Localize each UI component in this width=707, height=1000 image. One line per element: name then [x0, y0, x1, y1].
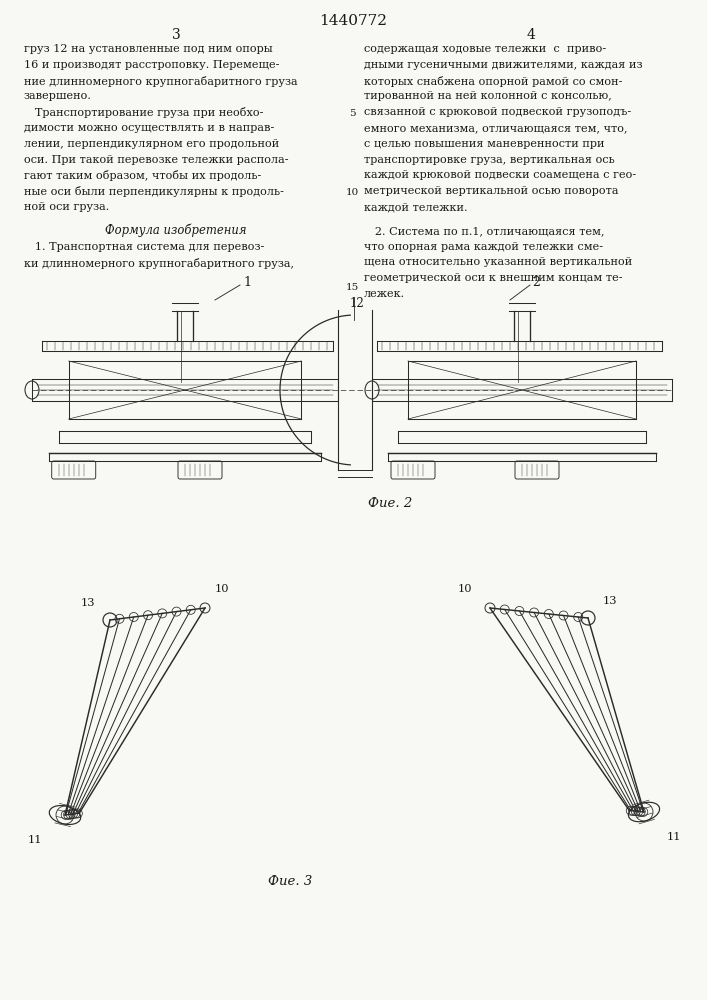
Text: содержащая ходовые тележки  с  приво-: содержащая ходовые тележки с приво-: [364, 44, 606, 54]
Text: щена относительно указанной вертикальной: щена относительно указанной вертикальной: [364, 257, 632, 267]
Text: транспортировке груза, вертикальная ось: транспортировке груза, вертикальная ось: [364, 155, 615, 165]
Text: лении, перпендикулярном его продольной: лении, перпендикулярном его продольной: [24, 139, 279, 149]
Text: ки длинномерного крупногабаритного груза,: ки длинномерного крупногабаритного груза…: [24, 258, 294, 269]
Text: 13: 13: [603, 596, 617, 606]
Text: ной оси груза.: ной оси груза.: [24, 202, 110, 212]
Text: с целью повышения маневренности при: с целью повышения маневренности при: [364, 139, 604, 149]
Text: оси. При такой перевозке тележки распола-: оси. При такой перевозке тележки распола…: [24, 155, 288, 165]
Text: 4: 4: [527, 28, 535, 42]
Text: 12: 12: [350, 297, 365, 310]
Text: 3: 3: [172, 28, 180, 42]
Text: Фие. 2: Фие. 2: [368, 497, 412, 510]
Text: Формула изобретения: Формула изобретения: [105, 224, 247, 237]
Text: ные оси были перпендикулярны к продоль-: ные оси были перпендикулярны к продоль-: [24, 186, 284, 197]
Text: метрической вертикальной осью поворота: метрической вертикальной осью поворота: [364, 186, 619, 196]
Text: 10: 10: [457, 584, 472, 594]
Text: завершено.: завершено.: [24, 91, 92, 101]
Text: связанной с крюковой подвеской грузоподъ-: связанной с крюковой подвеской грузоподъ…: [364, 107, 631, 117]
Text: каждой крюковой подвески соамещена с гео-: каждой крюковой подвески соамещена с гео…: [364, 170, 636, 180]
Text: 15: 15: [346, 282, 358, 292]
Text: 13: 13: [81, 598, 95, 608]
Text: геометрической оси к внешним концам те-: геометрической оси к внешним концам те-: [364, 273, 622, 283]
Text: 10: 10: [215, 584, 230, 594]
Text: 2: 2: [532, 275, 540, 288]
Text: ние длинномерного крупногабаритного груза: ние длинномерного крупногабаритного груз…: [24, 76, 298, 87]
Text: каждой тележки.: каждой тележки.: [364, 202, 467, 212]
Text: 1. Транспортная система для перевоз-: 1. Транспортная система для перевоз-: [24, 242, 264, 252]
Text: лежек.: лежек.: [364, 289, 405, 299]
Text: 11: 11: [28, 835, 42, 845]
Text: 1440772: 1440772: [319, 14, 387, 28]
Text: 5: 5: [349, 109, 356, 118]
Text: 2. Система по п.1, отличающаяся тем,: 2. Система по п.1, отличающаяся тем,: [364, 226, 604, 236]
Text: дными гусеничными движителями, каждая из: дными гусеничными движителями, каждая из: [364, 60, 643, 70]
Text: 10: 10: [346, 188, 358, 197]
Text: тированной на ней колонной с консолью,: тированной на ней колонной с консолью,: [364, 91, 612, 101]
Text: Транспортирование груза при необхо-: Транспортирование груза при необхо-: [24, 107, 264, 118]
Text: емного механизма, отличающаяся тем, что,: емного механизма, отличающаяся тем, что,: [364, 123, 628, 133]
Text: груз 12 на установленные под ним опоры: груз 12 на установленные под ним опоры: [24, 44, 273, 54]
Text: димости можно осуществлять и в направ-: димости можно осуществлять и в направ-: [24, 123, 274, 133]
Text: 1: 1: [243, 275, 251, 288]
Text: Фие. 3: Фие. 3: [268, 875, 312, 888]
Text: 16 и производят расстроповку. Перемеще-: 16 и производят расстроповку. Перемеще-: [24, 60, 279, 70]
Text: которых снабжена опорной рамой со смон-: которых снабжена опорной рамой со смон-: [364, 76, 622, 87]
Text: что опорная рама каждой тележки сме-: что опорная рама каждой тележки сме-: [364, 242, 603, 252]
Text: гают таким образом, чтобы их продоль-: гают таким образом, чтобы их продоль-: [24, 170, 262, 181]
Text: 11: 11: [667, 832, 682, 842]
